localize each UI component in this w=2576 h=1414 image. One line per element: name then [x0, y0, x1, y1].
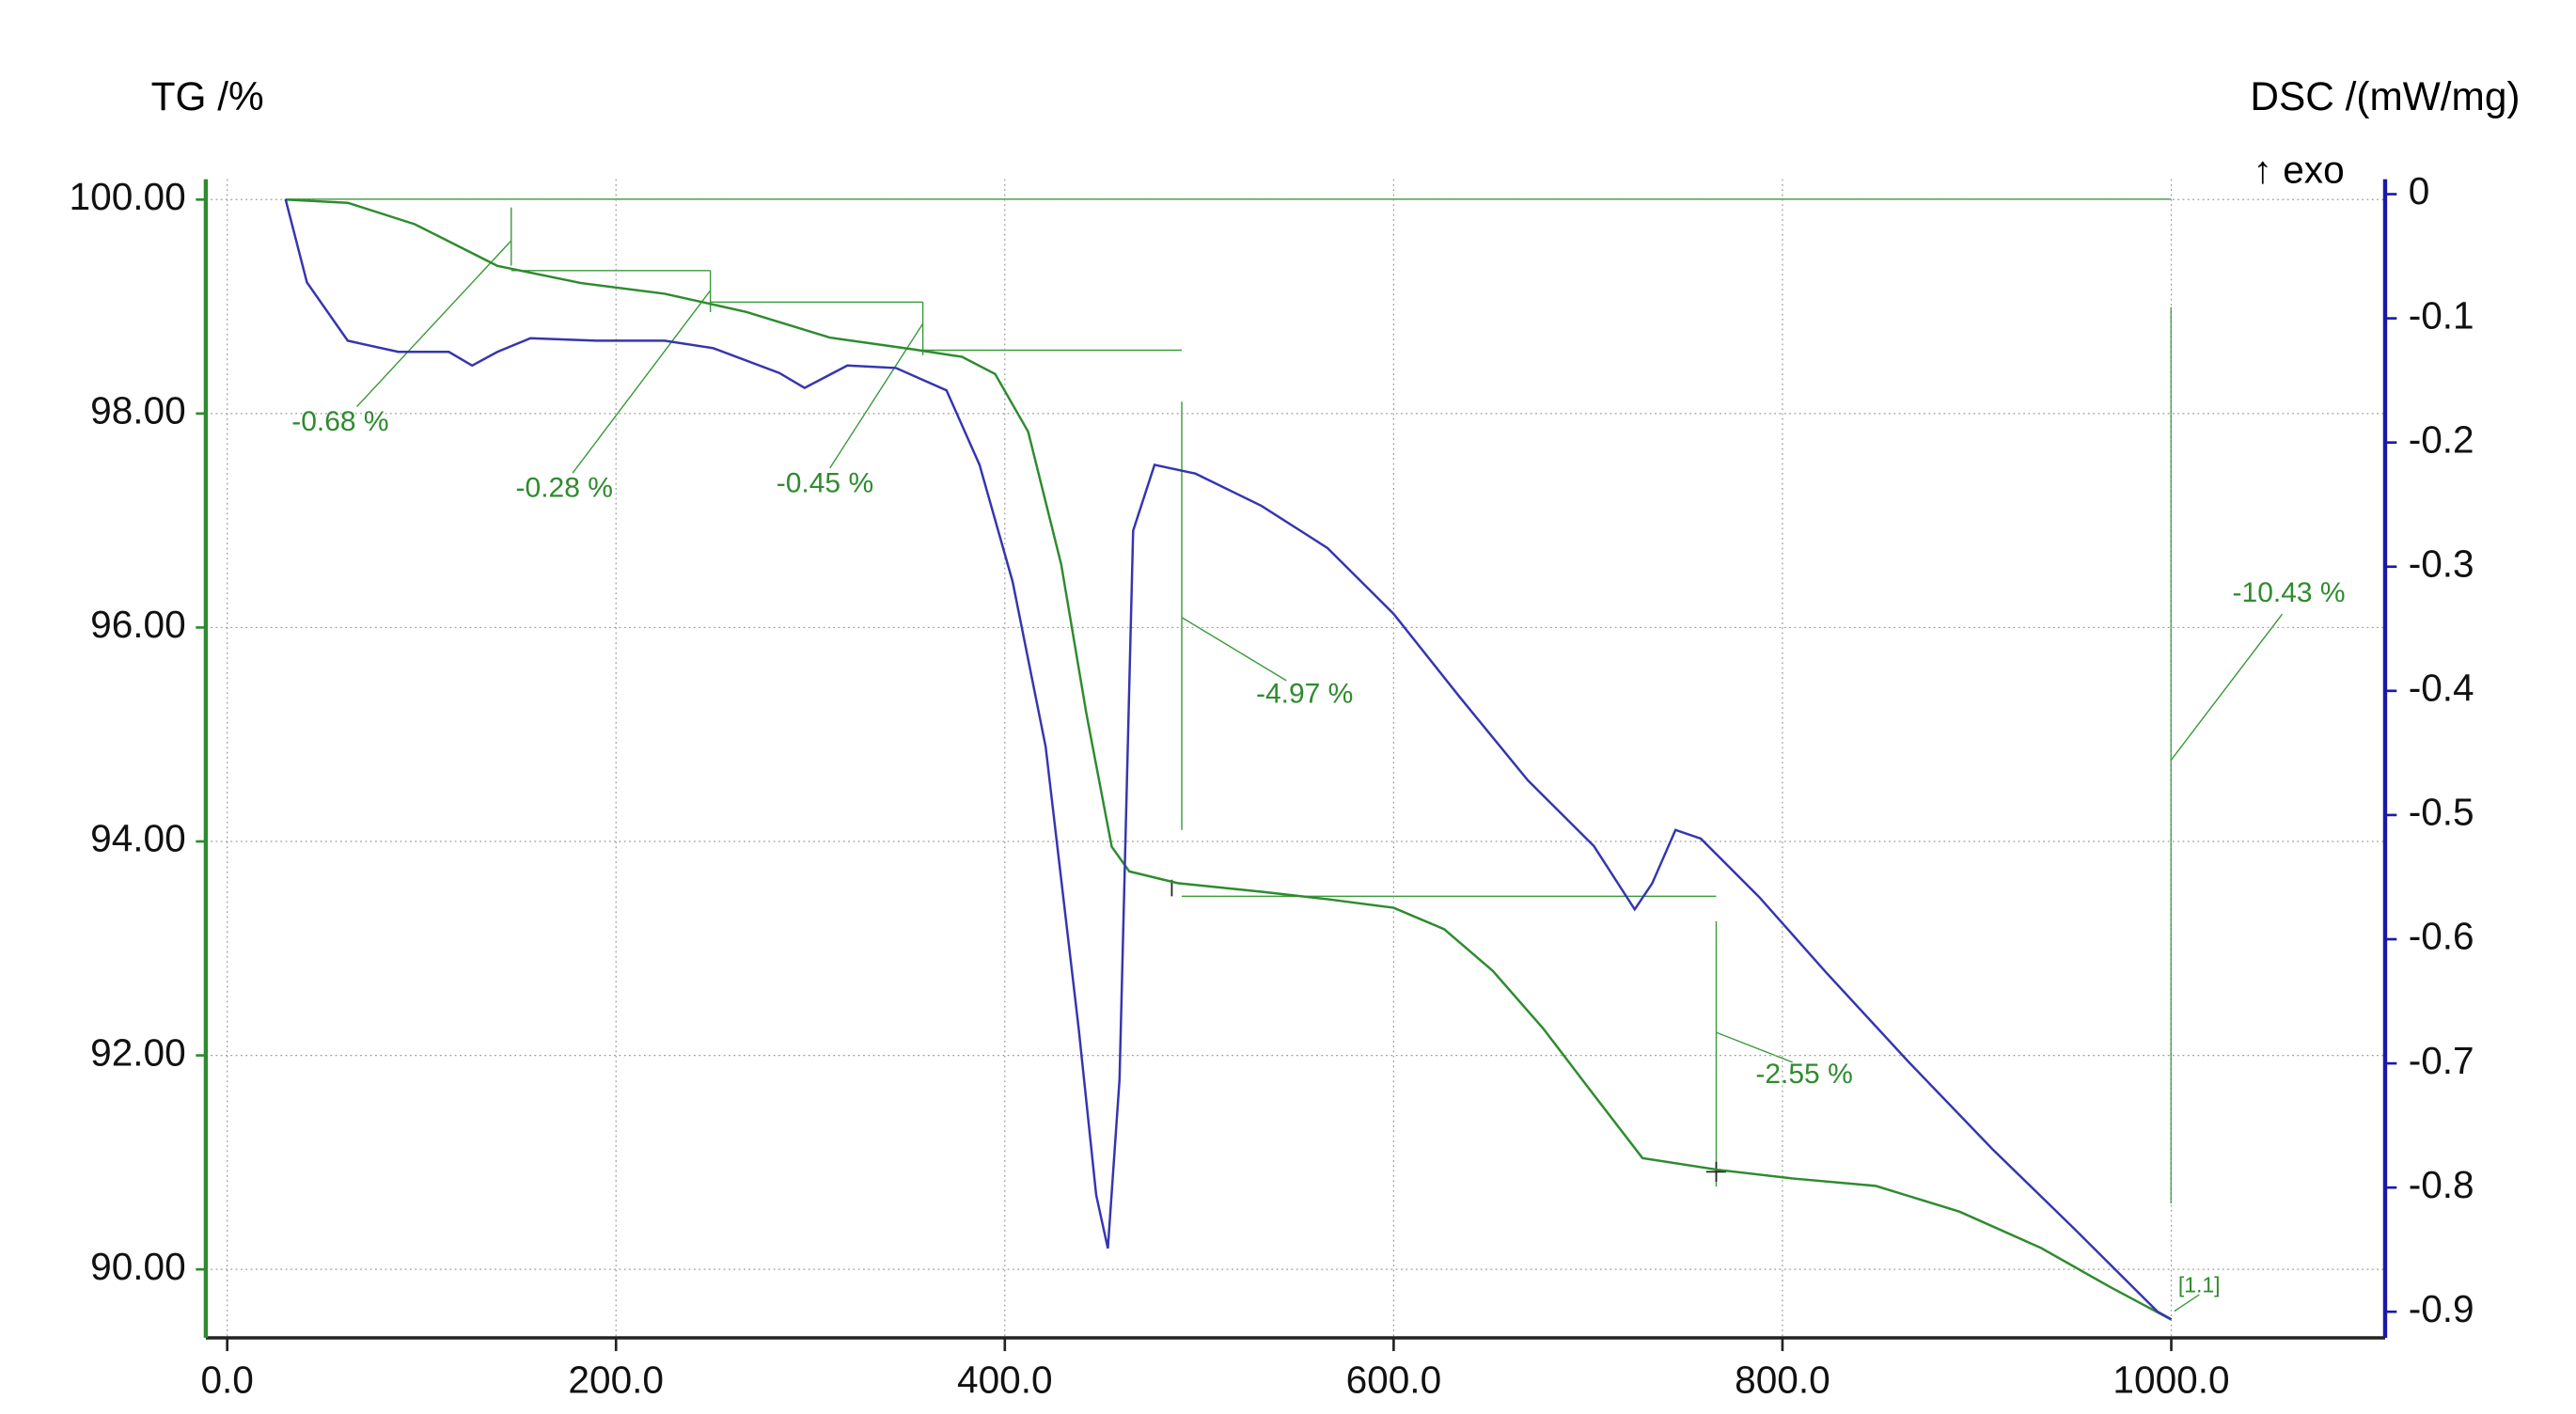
y-tick-label: 94.00: [90, 817, 186, 860]
x-tick-label: 400.0: [957, 1358, 1053, 1401]
annotation: -10.43 %: [2233, 577, 2346, 608]
annotation: -2.55 %: [1755, 1059, 1852, 1090]
annotation: -4.97 %: [1256, 679, 1353, 710]
y-tick-label: 90.00: [90, 1245, 186, 1288]
data-line: [284, 198, 2173, 1321]
x-tick-label: 200.0: [568, 1358, 664, 1401]
y-axis-label: TG /%: [151, 74, 264, 118]
y-tick-label: 98.00: [90, 389, 186, 432]
x-tick-label: 600.0: [1346, 1358, 1442, 1401]
annotation: -0.68 %: [291, 406, 388, 437]
y-tick-label: 92.00: [90, 1030, 186, 1074]
y2-tick-label: -0.5: [2409, 791, 2474, 834]
y2-tick-label: -0.1: [2409, 293, 2474, 337]
step-annotations: [285, 198, 2284, 1312]
y2-axis-label: DSC /(mW/mg): [2250, 74, 2520, 118]
y-tick-label: 96.00: [90, 603, 186, 646]
annotation: -0.45 %: [777, 467, 873, 498]
y2-tick-label: -0.8: [2409, 1163, 2474, 1206]
x-tick-label: 800.0: [1735, 1358, 1830, 1401]
y2-tick-label: -0.9: [2409, 1287, 2474, 1330]
y2-tick-label: -0.6: [2409, 915, 2474, 958]
annotation: -0.28 %: [516, 473, 613, 504]
y2-tick-label: -0.3: [2409, 542, 2474, 585]
annotation: [1.1]: [2178, 1272, 2221, 1296]
data-line: [285, 198, 2173, 1321]
x-tick-label: 0.0: [200, 1358, 253, 1401]
exo-label: ↑ exo: [2254, 148, 2345, 191]
y2-tick-label: 0: [2409, 169, 2430, 212]
y2-tick-label: -0.4: [2409, 667, 2474, 710]
y-tick-label: 100.00: [70, 175, 186, 218]
x-tick-label: 1000.0: [2113, 1358, 2229, 1401]
y2-tick-label: -0.7: [2409, 1039, 2474, 1082]
y2-tick-label: -0.2: [2409, 417, 2474, 461]
